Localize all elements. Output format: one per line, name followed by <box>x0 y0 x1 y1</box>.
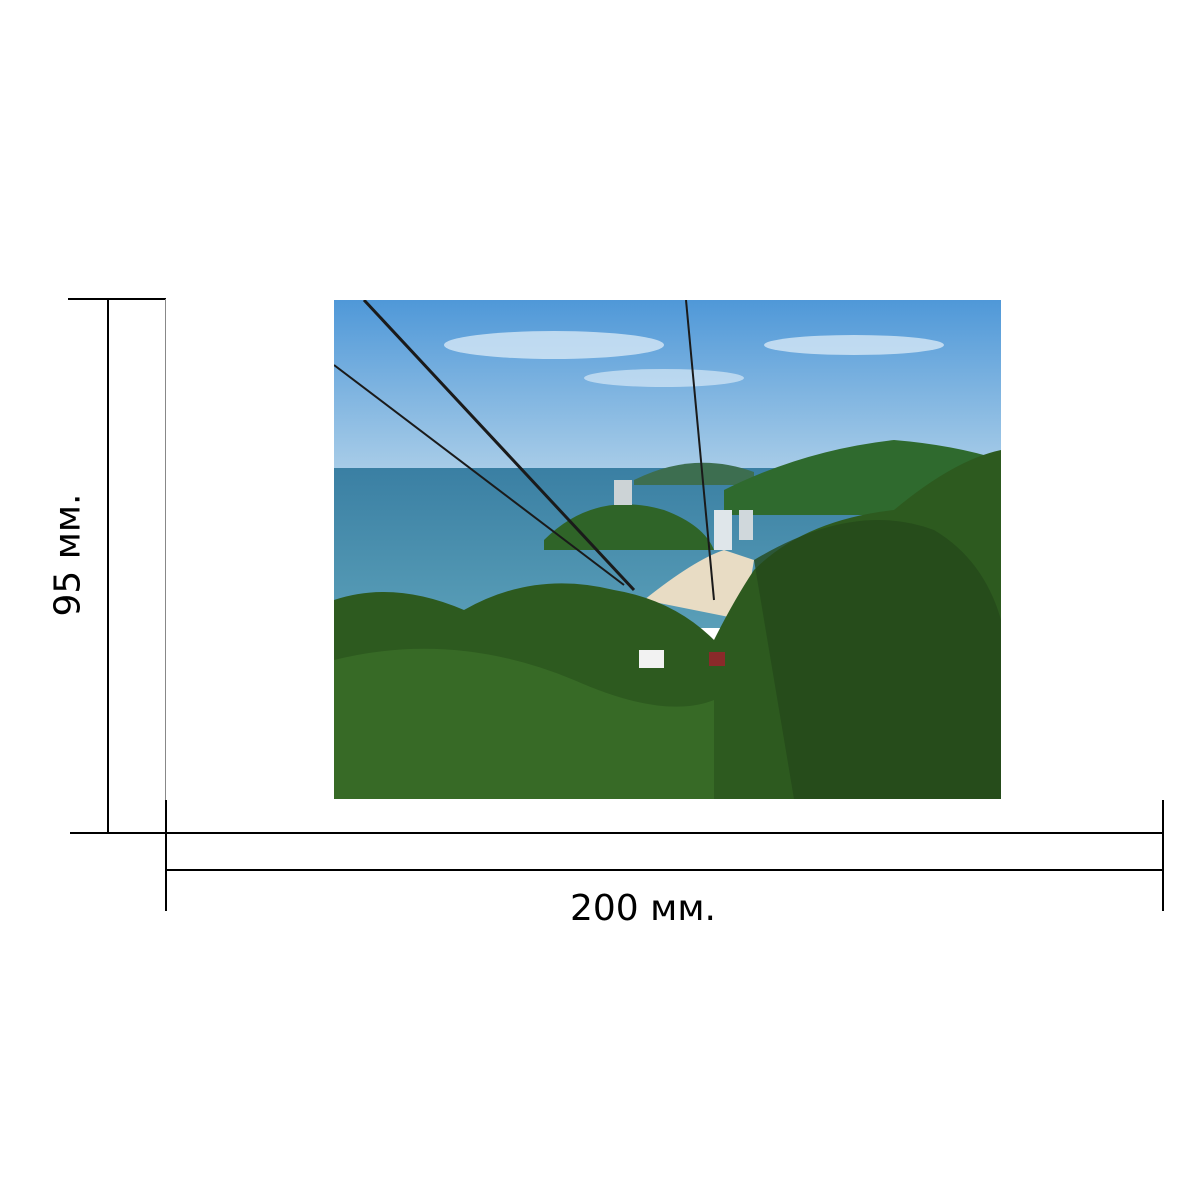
width-dimension-line <box>166 869 1163 871</box>
beach <box>644 550 754 620</box>
product-photo <box>334 300 1001 799</box>
cable <box>685 300 715 601</box>
cable <box>334 364 625 586</box>
height-dimension-line <box>107 299 109 834</box>
chairlift-seat <box>639 650 664 668</box>
width-right-tick <box>1162 800 1164 911</box>
height-extension-line <box>165 299 166 834</box>
chairlift-seat <box>709 652 725 666</box>
palm-trees <box>754 520 1001 799</box>
cable-car-coast-image <box>334 300 1001 799</box>
height-top-tick <box>68 298 166 300</box>
width-label: 200 мм. <box>570 888 716 929</box>
width-left-tick <box>165 800 167 911</box>
height-label: 95 мм. <box>47 493 89 617</box>
width-top-line <box>166 832 1163 834</box>
cable <box>362 300 636 592</box>
height-bottom-tick <box>70 832 166 834</box>
